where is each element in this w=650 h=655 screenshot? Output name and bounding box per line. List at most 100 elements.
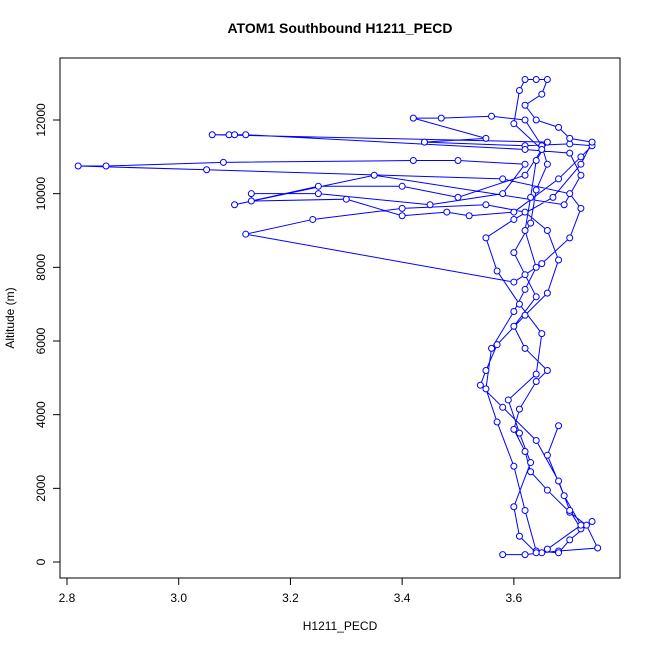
data-point bbox=[532, 186, 540, 194]
data-point bbox=[398, 204, 406, 212]
data-point bbox=[499, 190, 507, 198]
data-point bbox=[515, 87, 523, 95]
data-point bbox=[521, 285, 529, 293]
data-point bbox=[543, 366, 551, 374]
data-point bbox=[203, 166, 211, 174]
data-point bbox=[527, 219, 535, 227]
data-point bbox=[543, 545, 551, 553]
data-point bbox=[420, 138, 428, 146]
y-tick-label: 10000 bbox=[34, 177, 48, 211]
data-point bbox=[515, 429, 523, 437]
data-point bbox=[555, 256, 563, 264]
data-point bbox=[499, 551, 507, 559]
data-point bbox=[314, 182, 322, 190]
data-point bbox=[532, 157, 540, 165]
data-point bbox=[510, 425, 518, 433]
data-point bbox=[566, 506, 574, 514]
data-point bbox=[555, 175, 563, 183]
data-point bbox=[465, 212, 473, 220]
data-point bbox=[555, 422, 563, 430]
data-point bbox=[577, 171, 585, 179]
data-point bbox=[242, 230, 250, 238]
data-point bbox=[510, 249, 518, 257]
y-tick-label: 4000 bbox=[34, 401, 48, 428]
data-point bbox=[510, 120, 518, 128]
data-point bbox=[527, 459, 535, 467]
data-point bbox=[409, 114, 417, 122]
data-point bbox=[219, 158, 227, 166]
data-point bbox=[538, 145, 546, 153]
data-point bbox=[577, 153, 585, 161]
data-point bbox=[588, 138, 596, 146]
data-point bbox=[515, 300, 523, 308]
data-point bbox=[437, 114, 445, 122]
data-point bbox=[493, 418, 501, 426]
data-point bbox=[532, 436, 540, 444]
data-point bbox=[482, 366, 490, 374]
data-point bbox=[510, 322, 518, 330]
data-point bbox=[208, 131, 216, 139]
x-axis-label: H1211_PECD bbox=[303, 619, 378, 633]
data-point bbox=[499, 175, 507, 183]
data-point bbox=[510, 462, 518, 470]
data-point bbox=[510, 308, 518, 316]
data-point bbox=[504, 396, 512, 404]
data-point bbox=[482, 201, 490, 209]
data-point bbox=[521, 208, 529, 216]
data-point bbox=[488, 112, 496, 120]
data-point bbox=[247, 197, 255, 205]
data-point bbox=[476, 381, 484, 389]
x-tick-label: 3.4 bbox=[394, 591, 411, 605]
data-point bbox=[443, 208, 451, 216]
data-point bbox=[521, 145, 529, 153]
data-point bbox=[309, 215, 317, 223]
data-point bbox=[566, 536, 574, 544]
data-point bbox=[532, 116, 540, 124]
data-point bbox=[588, 517, 596, 525]
data-point bbox=[543, 289, 551, 297]
y-tick-label: 12000 bbox=[34, 103, 48, 137]
data-point bbox=[521, 551, 529, 559]
data-point bbox=[532, 263, 540, 271]
data-point bbox=[577, 160, 585, 168]
data-point bbox=[426, 201, 434, 209]
chart-title: ATOM1 Southbound H1211_PECD bbox=[227, 20, 452, 36]
data-point bbox=[538, 330, 546, 338]
data-point bbox=[499, 403, 507, 411]
data-point bbox=[342, 195, 350, 203]
data-point bbox=[515, 532, 523, 540]
data-point bbox=[566, 234, 574, 242]
data-point bbox=[549, 193, 557, 201]
data-point bbox=[521, 226, 529, 234]
data-point bbox=[102, 162, 110, 170]
data-point bbox=[532, 549, 540, 557]
data-point bbox=[527, 468, 535, 476]
data-point bbox=[543, 75, 551, 83]
data-point bbox=[409, 157, 417, 165]
data-point bbox=[510, 278, 518, 286]
data-point bbox=[543, 451, 551, 459]
data-point bbox=[488, 344, 496, 352]
data-point bbox=[515, 405, 523, 413]
data-point bbox=[231, 131, 239, 139]
data-point bbox=[510, 503, 518, 511]
data-point bbox=[560, 492, 568, 500]
x-tick-label: 2.8 bbox=[59, 591, 76, 605]
data-point bbox=[521, 448, 529, 456]
data-point bbox=[454, 157, 462, 165]
data-point bbox=[521, 506, 529, 514]
data-point bbox=[482, 134, 490, 142]
data-point bbox=[532, 75, 540, 83]
data-point bbox=[314, 190, 322, 198]
data-point bbox=[510, 208, 518, 216]
data-point bbox=[521, 344, 529, 352]
data-point bbox=[543, 226, 551, 234]
data-point bbox=[493, 341, 501, 349]
data-point bbox=[482, 385, 490, 393]
data-point bbox=[521, 75, 529, 83]
data-point bbox=[242, 131, 250, 139]
data-point bbox=[398, 182, 406, 190]
data-point bbox=[370, 171, 378, 179]
data-point bbox=[510, 215, 518, 223]
